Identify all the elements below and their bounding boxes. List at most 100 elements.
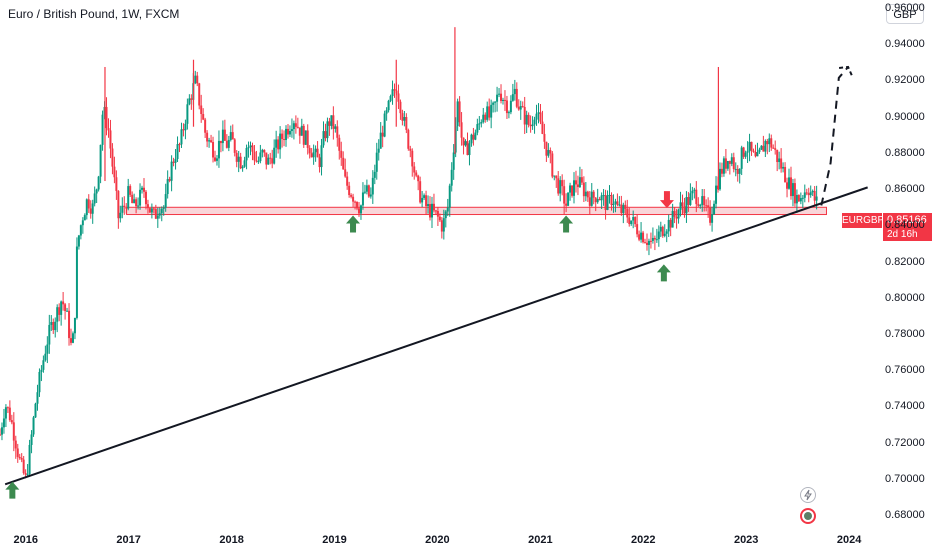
candle-body: [20, 457, 23, 460]
y-tick-label: 0.68000: [885, 508, 925, 521]
candle-body: [34, 403, 37, 418]
candle-body: [815, 196, 818, 201]
arrow-up-icon: [656, 264, 671, 282]
candle-body: [379, 132, 382, 149]
candle-body: [387, 100, 390, 111]
candle-body: [446, 207, 449, 212]
candle-body: [77, 235, 80, 247]
candle-body: [328, 121, 331, 126]
drawing-layer: [4, 65, 868, 486]
candle-body: [133, 199, 136, 204]
candle-body: [569, 185, 572, 193]
candle-body: [764, 140, 767, 152]
candle-body: [535, 113, 538, 120]
candle-body: [588, 197, 591, 206]
candle-body: [740, 147, 743, 169]
candle-body: [142, 187, 145, 192]
candle-body: [501, 99, 504, 101]
candle-body: [565, 203, 568, 206]
candle-body: [85, 199, 88, 216]
candle-body: [326, 121, 329, 139]
candle-body: [56, 307, 59, 322]
candle-body: [164, 194, 167, 208]
y-tick-label: 0.94000: [885, 38, 925, 51]
candle-body: [227, 139, 230, 148]
candle-body: [243, 160, 246, 167]
candle-body: [715, 185, 718, 204]
candle-body: [81, 220, 84, 226]
currency-button[interactable]: GBP: [886, 4, 924, 24]
candle-body: [117, 190, 120, 219]
candle-body: [742, 147, 745, 157]
candle-body: [766, 140, 769, 145]
candle-body: [371, 177, 374, 195]
candle-body: [312, 152, 315, 158]
candle-body: [784, 166, 787, 183]
candle-body: [452, 152, 455, 170]
candle-body: [580, 177, 583, 183]
candle-body: [152, 208, 155, 210]
candle-body: [75, 246, 78, 318]
candle-body: [413, 166, 416, 173]
candle-body: [525, 114, 528, 125]
candle-body: [97, 176, 100, 190]
candle-body: [48, 324, 51, 345]
candle-body: [732, 157, 735, 170]
candle-body: [0, 427, 3, 435]
candle-body: [563, 186, 566, 204]
candle-body: [101, 114, 104, 145]
candle-body: [290, 129, 293, 132]
candle-body: [693, 189, 696, 191]
candle-body: [176, 144, 179, 160]
candle-body: [772, 147, 775, 149]
trendline: [4, 186, 868, 486]
candle-body: [393, 89, 396, 91]
candle-body: [488, 106, 491, 118]
candle-body: [458, 101, 461, 123]
candle-body: [150, 208, 153, 213]
candle-body: [511, 94, 514, 101]
y-tick-label: 0.86000: [885, 183, 925, 196]
candle-body: [281, 133, 284, 140]
candle-body: [470, 134, 473, 144]
candle-body: [241, 166, 244, 169]
candle-body: [726, 160, 729, 169]
support-zone: [126, 206, 827, 216]
candle-body: [480, 122, 483, 124]
candle-body: [478, 123, 481, 125]
candle-body: [636, 224, 639, 235]
candle-body: [60, 301, 63, 315]
candle-body: [811, 190, 814, 193]
candle-body: [105, 106, 108, 129]
candle-body: [429, 204, 432, 218]
x-tick-label: 2021: [528, 534, 553, 546]
candle-body: [4, 407, 7, 419]
candle-body: [543, 133, 546, 142]
candle-body: [261, 149, 264, 153]
candle-body: [517, 106, 520, 110]
candle-body: [129, 186, 132, 195]
candle-body: [659, 226, 662, 232]
candle-body: [434, 210, 437, 212]
candle-body: [594, 197, 597, 203]
candle-body: [645, 242, 648, 245]
candle-body: [409, 148, 412, 151]
candle-body: [257, 161, 260, 163]
candle-body: [707, 205, 710, 208]
candle-body: [614, 201, 617, 204]
candle-body: [626, 208, 629, 218]
candle-body: [786, 182, 789, 189]
candle-body: [415, 172, 418, 176]
candle-body: [533, 119, 536, 125]
record-icon[interactable]: [800, 508, 816, 524]
lightning-icon[interactable]: [800, 487, 816, 503]
candle-body: [91, 203, 94, 214]
candle-body: [462, 137, 465, 146]
candle-body: [683, 206, 686, 214]
candle-body: [505, 100, 508, 114]
candle-body: [592, 191, 595, 198]
candle-body: [768, 138, 771, 145]
candle-body: [310, 153, 313, 158]
candle-body: [237, 156, 240, 162]
